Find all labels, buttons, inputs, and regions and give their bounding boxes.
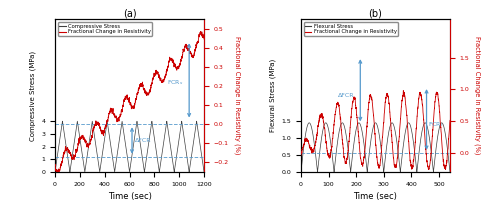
Y-axis label: Fractional Change in Resistivity (%): Fractional Change in Resistivity (%) bbox=[474, 36, 480, 155]
Title: (b): (b) bbox=[368, 9, 382, 18]
Y-axis label: Flexural Stress (MPa): Flexural Stress (MPa) bbox=[270, 59, 276, 132]
Y-axis label: Fractional Change in Resistivity (%): Fractional Change in Resistivity (%) bbox=[234, 36, 240, 155]
Legend: Compressive Stress, Fractional Change in Resistivity: Compressive Stress, Fractional Change in… bbox=[58, 22, 152, 36]
Title: (a): (a) bbox=[122, 9, 136, 18]
Text: ΔFCR: ΔFCR bbox=[134, 138, 151, 143]
Legend: Flexural Stress, Fractional Change in Resistivity: Flexural Stress, Fractional Change in Re… bbox=[304, 22, 398, 36]
X-axis label: Time (sec): Time (sec) bbox=[354, 192, 398, 201]
Y-axis label: Compressive Stress (MPa): Compressive Stress (MPa) bbox=[29, 51, 35, 141]
X-axis label: Time (sec): Time (sec) bbox=[108, 192, 152, 201]
Text: ΔFCR: ΔFCR bbox=[338, 93, 354, 98]
Text: FCR$_t$: FCR$_t$ bbox=[428, 120, 444, 129]
Text: FCR$_s$: FCR$_s$ bbox=[167, 78, 184, 87]
